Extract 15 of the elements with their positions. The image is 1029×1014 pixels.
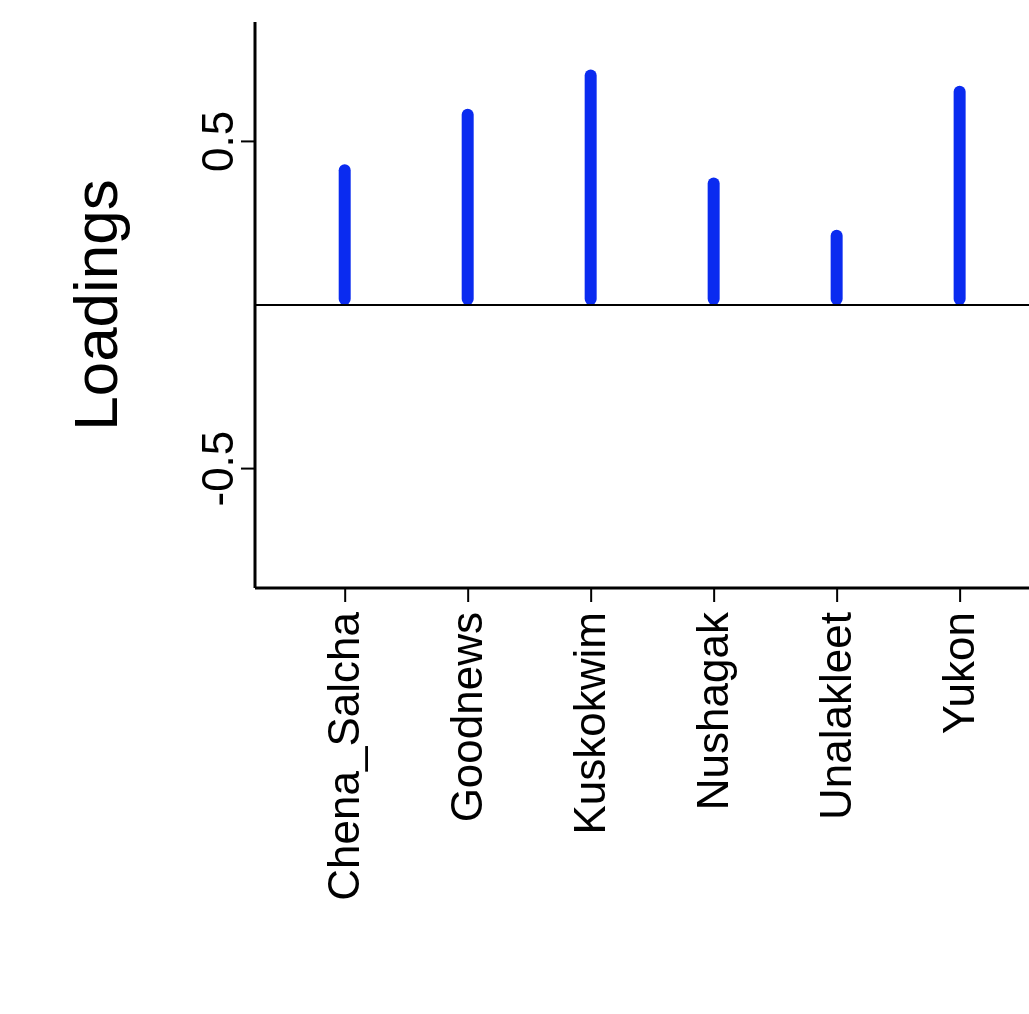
bar <box>830 229 843 305</box>
x-tick-label: Kuskokwim <box>565 612 615 835</box>
y-tick-label: -0.5 <box>193 430 242 507</box>
bar <box>461 108 474 305</box>
y-tick-label: 0.5 <box>193 110 242 172</box>
bar <box>707 177 720 305</box>
bar <box>338 164 351 305</box>
x-tick-label: Yukon <box>934 612 984 735</box>
bar <box>953 85 966 305</box>
x-tick-label: Chena_Salcha <box>319 611 369 901</box>
bar <box>584 69 597 305</box>
x-tick-label: Unalakleet <box>811 612 861 820</box>
y-axis-title: Loadings <box>61 179 131 431</box>
x-tick-label: Nushagak <box>688 611 738 811</box>
x-tick-label: Goodnews <box>442 612 492 823</box>
